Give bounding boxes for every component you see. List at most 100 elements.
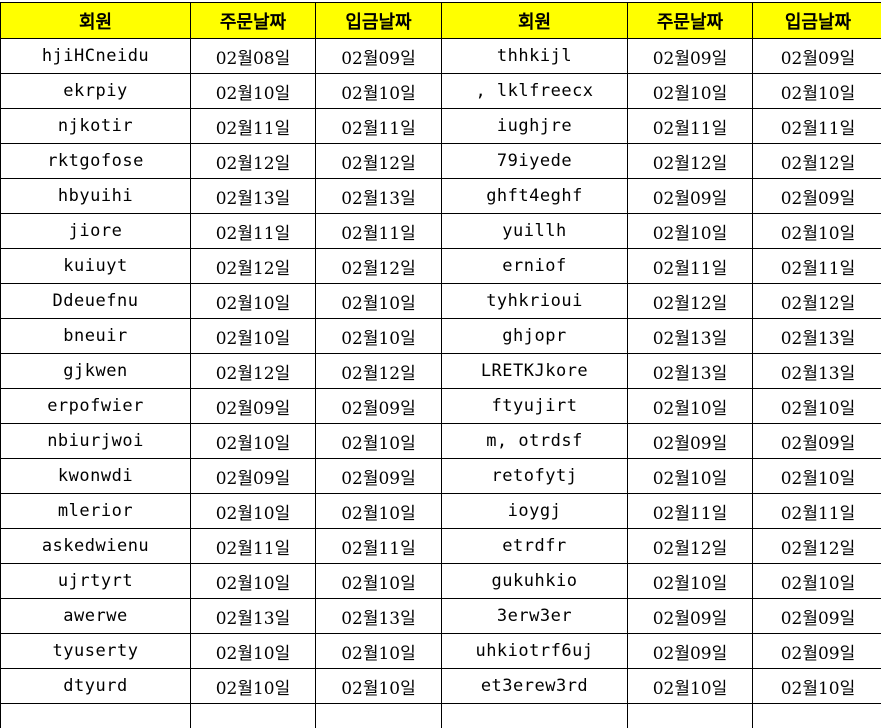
cell-pay-date-left[interactable]: 02월09일 <box>315 38 442 74</box>
cell-member-left[interactable]: bneuir <box>0 318 191 354</box>
cell-pay-date-left[interactable]: 02월10일 <box>315 423 442 459</box>
cell-member-right[interactable] <box>441 703 628 728</box>
column-header-member-left[interactable]: 회원 <box>0 2 191 39</box>
cell-pay-date-right[interactable]: 02월12일 <box>752 143 881 179</box>
cell-member-left[interactable]: hbyuihi <box>0 178 191 214</box>
cell-pay-date-left[interactable]: 02월12일 <box>315 353 442 389</box>
cell-order-date-right[interactable]: 02월10일 <box>627 458 753 494</box>
cell-pay-date-right[interactable]: 02월09일 <box>752 178 881 214</box>
cell-order-date-left[interactable]: 02월10일 <box>190 283 316 319</box>
cell-order-date-left[interactable] <box>190 703 316 728</box>
cell-order-date-right[interactable]: 02월11일 <box>627 493 753 529</box>
cell-order-date-left[interactable]: 02월09일 <box>190 388 316 424</box>
cell-order-date-right[interactable]: 02월09일 <box>627 423 753 459</box>
cell-order-date-left[interactable]: 02월10일 <box>190 73 316 109</box>
cell-order-date-left[interactable]: 02월10일 <box>190 668 316 704</box>
cell-member-left[interactable]: tyuserty <box>0 633 191 669</box>
cell-pay-date-left[interactable]: 02월10일 <box>315 563 442 599</box>
cell-member-right[interactable]: 79iyede <box>441 143 628 179</box>
column-header-pay-right[interactable]: 입금날짜 <box>752 2 881 39</box>
cell-order-date-right[interactable]: 02월11일 <box>627 248 753 284</box>
cell-pay-date-right[interactable]: 02월12일 <box>752 283 881 319</box>
column-header-member-right[interactable]: 회원 <box>441 2 628 39</box>
cell-order-date-left[interactable]: 02월10일 <box>190 423 316 459</box>
cell-member-left[interactable]: askedwienu <box>0 528 191 564</box>
cell-pay-date-right[interactable]: 02월10일 <box>752 388 881 424</box>
cell-order-date-left[interactable]: 02월08일 <box>190 38 316 74</box>
cell-order-date-left[interactable]: 02월12일 <box>190 248 316 284</box>
cell-order-date-left[interactable]: 02월11일 <box>190 213 316 249</box>
column-header-order-right[interactable]: 주문날짜 <box>627 2 753 39</box>
cell-order-date-right[interactable]: 02월10일 <box>627 563 753 599</box>
cell-member-left[interactable]: kuiuyt <box>0 248 191 284</box>
cell-order-date-right[interactable] <box>627 703 753 728</box>
cell-member-right[interactable]: iughjre <box>441 108 628 144</box>
cell-member-right[interactable]: etrdfr <box>441 528 628 564</box>
cell-order-date-left[interactable]: 02월13일 <box>190 178 316 214</box>
cell-order-date-right[interactable]: 02월12일 <box>627 143 753 179</box>
column-header-order-left[interactable]: 주문날짜 <box>190 2 316 39</box>
cell-order-date-left[interactable]: 02월12일 <box>190 353 316 389</box>
cell-member-left[interactable]: mlerior <box>0 493 191 529</box>
cell-order-date-left[interactable]: 02월09일 <box>190 458 316 494</box>
cell-pay-date-left[interactable]: 02월13일 <box>315 178 442 214</box>
cell-pay-date-left[interactable]: 02월10일 <box>315 633 442 669</box>
cell-pay-date-right[interactable]: 02월12일 <box>752 528 881 564</box>
cell-order-date-left[interactable]: 02월10일 <box>190 318 316 354</box>
cell-member-right[interactable]: ghjopr <box>441 318 628 354</box>
cell-pay-date-right[interactable]: 02월10일 <box>752 213 881 249</box>
cell-pay-date-right[interactable]: 02월10일 <box>752 458 881 494</box>
cell-pay-date-left[interactable]: 02월09일 <box>315 388 442 424</box>
cell-pay-date-left[interactable]: 02월10일 <box>315 73 442 109</box>
cell-member-left[interactable]: rktgofose <box>0 143 191 179</box>
cell-order-date-right[interactable]: 02월12일 <box>627 283 753 319</box>
cell-order-date-right[interactable]: 02월11일 <box>627 108 753 144</box>
cell-member-left[interactable]: awerwe <box>0 598 191 634</box>
cell-member-left[interactable]: njkotir <box>0 108 191 144</box>
cell-order-date-left[interactable]: 02월11일 <box>190 528 316 564</box>
cell-member-right[interactable]: 3erw3er <box>441 598 628 634</box>
cell-member-left[interactable]: Ddeuefnu <box>0 283 191 319</box>
cell-member-left[interactable]: nbiurjwoi <box>0 423 191 459</box>
cell-member-left[interactable]: gjkwen <box>0 353 191 389</box>
cell-member-left[interactable]: ujrtyrt <box>0 563 191 599</box>
cell-member-right[interactable]: , lklfreecx <box>441 73 628 109</box>
cell-member-left[interactable] <box>0 703 191 728</box>
cell-member-left[interactable]: jiore <box>0 213 191 249</box>
cell-member-right[interactable]: et3erew3rd <box>441 668 628 704</box>
cell-pay-date-right[interactable]: 02월13일 <box>752 353 881 389</box>
cell-member-right[interactable]: ftyujirt <box>441 388 628 424</box>
cell-pay-date-right[interactable]: 02월10일 <box>752 563 881 599</box>
cell-member-right[interactable]: m, otrdsf <box>441 423 628 459</box>
cell-pay-date-left[interactable]: 02월12일 <box>315 248 442 284</box>
cell-order-date-left[interactable]: 02월11일 <box>190 108 316 144</box>
cell-member-right[interactable]: gukuhkio <box>441 563 628 599</box>
cell-member-right[interactable]: uhkiotrf6uj <box>441 633 628 669</box>
cell-order-date-right[interactable]: 02월13일 <box>627 318 753 354</box>
cell-order-date-right[interactable]: 02월12일 <box>627 528 753 564</box>
cell-pay-date-right[interactable]: 02월11일 <box>752 248 881 284</box>
cell-member-right[interactable]: ghft4eghf <box>441 178 628 214</box>
cell-pay-date-right[interactable] <box>752 703 881 728</box>
cell-pay-date-left[interactable]: 02월12일 <box>315 143 442 179</box>
cell-order-date-right[interactable]: 02월09일 <box>627 178 753 214</box>
cell-order-date-right[interactable]: 02월09일 <box>627 598 753 634</box>
cell-pay-date-right[interactable]: 02월09일 <box>752 38 881 74</box>
cell-member-left[interactable]: dtyurd <box>0 668 191 704</box>
column-header-pay-left[interactable]: 입금날짜 <box>315 2 442 39</box>
cell-member-right[interactable]: yuillh <box>441 213 628 249</box>
cell-pay-date-right[interactable]: 02월09일 <box>752 598 881 634</box>
cell-member-left[interactable]: erpofwier <box>0 388 191 424</box>
cell-pay-date-left[interactable]: 02월11일 <box>315 528 442 564</box>
cell-order-date-right[interactable]: 02월10일 <box>627 668 753 704</box>
cell-pay-date-left[interactable]: 02월11일 <box>315 213 442 249</box>
cell-order-date-left[interactable]: 02월10일 <box>190 633 316 669</box>
cell-pay-date-right[interactable]: 02월09일 <box>752 423 881 459</box>
cell-member-left[interactable]: kwonwdi <box>0 458 191 494</box>
cell-member-left[interactable]: ekrpiy <box>0 73 191 109</box>
cell-member-right[interactable]: tyhkrioui <box>441 283 628 319</box>
cell-member-right[interactable]: LRETKJkore <box>441 353 628 389</box>
cell-order-date-left[interactable]: 02월10일 <box>190 563 316 599</box>
cell-member-right[interactable]: thhkijl <box>441 38 628 74</box>
cell-order-date-right[interactable]: 02월10일 <box>627 388 753 424</box>
